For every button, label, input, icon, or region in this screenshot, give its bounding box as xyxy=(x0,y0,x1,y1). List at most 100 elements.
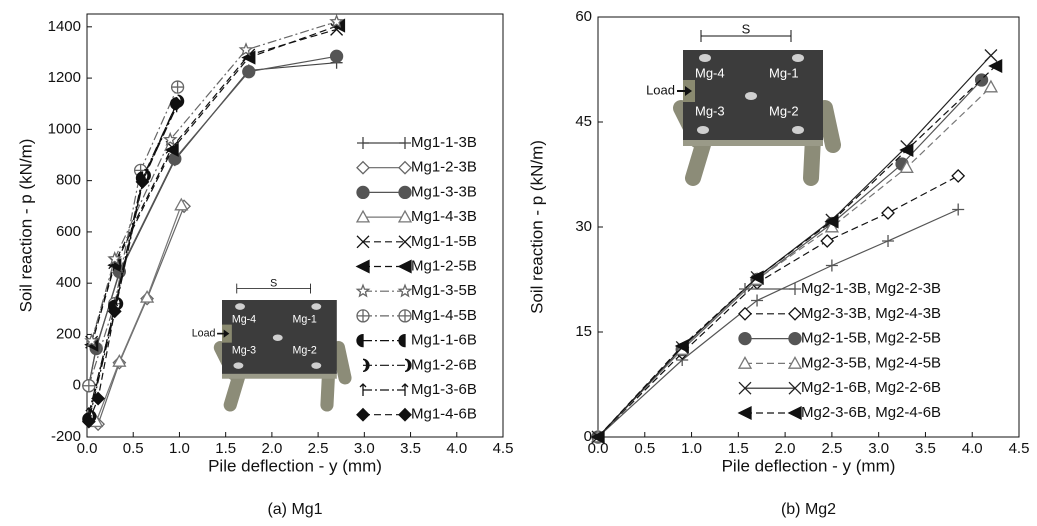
data-point xyxy=(82,379,96,393)
x-tick-label: 1.5 xyxy=(728,440,749,457)
legend-marker xyxy=(398,333,406,348)
legend-marker xyxy=(355,259,370,274)
y-axis-label: Soil reaction - p (kN/m) xyxy=(527,140,546,314)
data-point xyxy=(91,391,106,406)
legend-label: Mg1-4-5B xyxy=(411,307,477,324)
load-label: Load xyxy=(192,327,216,339)
legend-label: Mg1-2-3B xyxy=(411,159,477,176)
data-point xyxy=(133,163,148,178)
data-point xyxy=(139,289,155,303)
legend-marker xyxy=(788,381,802,395)
legend-marker xyxy=(356,160,370,175)
pile-label: Mg-1 xyxy=(769,65,799,80)
y-tick-label: 1400 xyxy=(48,18,81,35)
legend-label: Mg2-1-6B, Mg2-2-6B xyxy=(801,379,941,396)
series-line xyxy=(597,208,959,438)
x-tick-label: 2.0 xyxy=(261,440,282,457)
y-tick-label: -200 xyxy=(51,428,81,445)
pile xyxy=(331,340,352,385)
y-tick-label: 1000 xyxy=(48,120,81,137)
y-tick-label: 200 xyxy=(56,325,81,342)
pile-hole xyxy=(272,334,283,341)
legend-marker xyxy=(398,235,412,249)
chart: 0.0 0.5 1.0 1.5 2.0 2.5 3.0 3.5 4.0 4.5 -200 0 200 40… xyxy=(16,13,514,518)
legend-marker xyxy=(739,283,751,295)
data-point xyxy=(825,259,838,272)
legend-marker xyxy=(398,185,412,200)
data-point xyxy=(952,203,965,216)
x-tick-label: 2.5 xyxy=(308,440,329,457)
x-tick-label: 4.0 xyxy=(446,440,467,457)
pile-label: Mg-2 xyxy=(293,345,317,357)
legend-label: Mg2-1-5B, Mg2-2-5B xyxy=(801,330,941,347)
pile-hole xyxy=(792,54,804,62)
data-point xyxy=(107,251,123,266)
legend-marker xyxy=(401,383,409,396)
x-axis-label: Pile deflection - y (mm) xyxy=(208,456,382,475)
caption: (b) Mg2 xyxy=(781,501,836,518)
series-line xyxy=(88,106,178,415)
legend-marker xyxy=(356,333,364,348)
x-tick-label: 4.5 xyxy=(493,440,514,457)
legend-marker xyxy=(356,185,370,200)
series-line xyxy=(91,28,337,343)
legend-marker xyxy=(404,358,412,372)
legend-label: Mg2-3-6B, Mg2-4-6B xyxy=(801,404,941,421)
legend-marker xyxy=(397,209,413,223)
series-line xyxy=(597,55,992,438)
x-axis-label: Pile deflection - y (mm) xyxy=(722,456,896,475)
pile-hole xyxy=(311,303,322,310)
legend-marker xyxy=(738,306,752,321)
x-tick-label: 0.5 xyxy=(123,440,144,457)
data-point xyxy=(329,13,344,28)
y-tick-label: 0 xyxy=(73,377,81,394)
pile-hole xyxy=(233,362,244,369)
x-tick-label: 0.0 xyxy=(77,440,98,457)
y-tick-label: 45 xyxy=(575,113,592,130)
legend-label: Mg1-4-6B xyxy=(411,406,477,423)
data-point xyxy=(983,79,999,93)
data-point xyxy=(162,131,178,146)
x-tick-label: 1.0 xyxy=(169,440,190,457)
x-tick-label: 3.5 xyxy=(915,440,936,457)
pile-hole xyxy=(697,126,709,134)
legend-label: Mg1-3-6B xyxy=(411,381,477,398)
x-tick-label: 2.5 xyxy=(821,440,842,457)
legend-marker xyxy=(355,209,371,223)
plot-frame xyxy=(86,13,504,438)
series-line xyxy=(597,65,997,438)
load-arrowhead xyxy=(223,329,230,338)
data-point xyxy=(951,168,966,183)
data-point xyxy=(881,206,895,220)
pile-label: Mg-2 xyxy=(769,103,799,118)
x-tick-label: 4.0 xyxy=(962,440,983,457)
data-point xyxy=(824,214,839,229)
y-tick-label: 15 xyxy=(575,323,592,340)
legend-marker xyxy=(738,381,752,395)
legend-label: Mg1-3-3B xyxy=(411,183,477,200)
legend-label: Mg2-3-3B, Mg2-4-3B xyxy=(801,305,941,322)
legend-marker xyxy=(356,235,370,249)
legend-label: Mg1-1-5B xyxy=(411,233,477,250)
series-line xyxy=(91,24,339,345)
y-tick-label: 600 xyxy=(56,223,81,240)
legend-marker xyxy=(397,283,413,298)
legend-marker xyxy=(787,405,802,421)
legend-label: Mg2-3-5B, Mg2-4-5B xyxy=(801,354,941,371)
data-point xyxy=(674,338,689,354)
legend-marker xyxy=(359,383,367,396)
data-point xyxy=(899,160,914,173)
series-line xyxy=(88,103,178,422)
legend-marker xyxy=(789,283,801,295)
legend-marker xyxy=(737,405,752,421)
legend-marker xyxy=(397,259,412,274)
data-point xyxy=(81,414,96,429)
x-tick-label: 3.0 xyxy=(354,440,375,457)
inset: Mg-4 Mg-1 Mg-3 Mg-2 S Load xyxy=(646,21,841,186)
data-point xyxy=(820,234,835,248)
pile-label: Mg-3 xyxy=(695,103,725,118)
inset: Mg-4 Mg-1 Mg-3 Mg-2 S Load xyxy=(192,277,352,412)
data-point xyxy=(882,235,895,247)
legend-marker xyxy=(398,309,412,323)
